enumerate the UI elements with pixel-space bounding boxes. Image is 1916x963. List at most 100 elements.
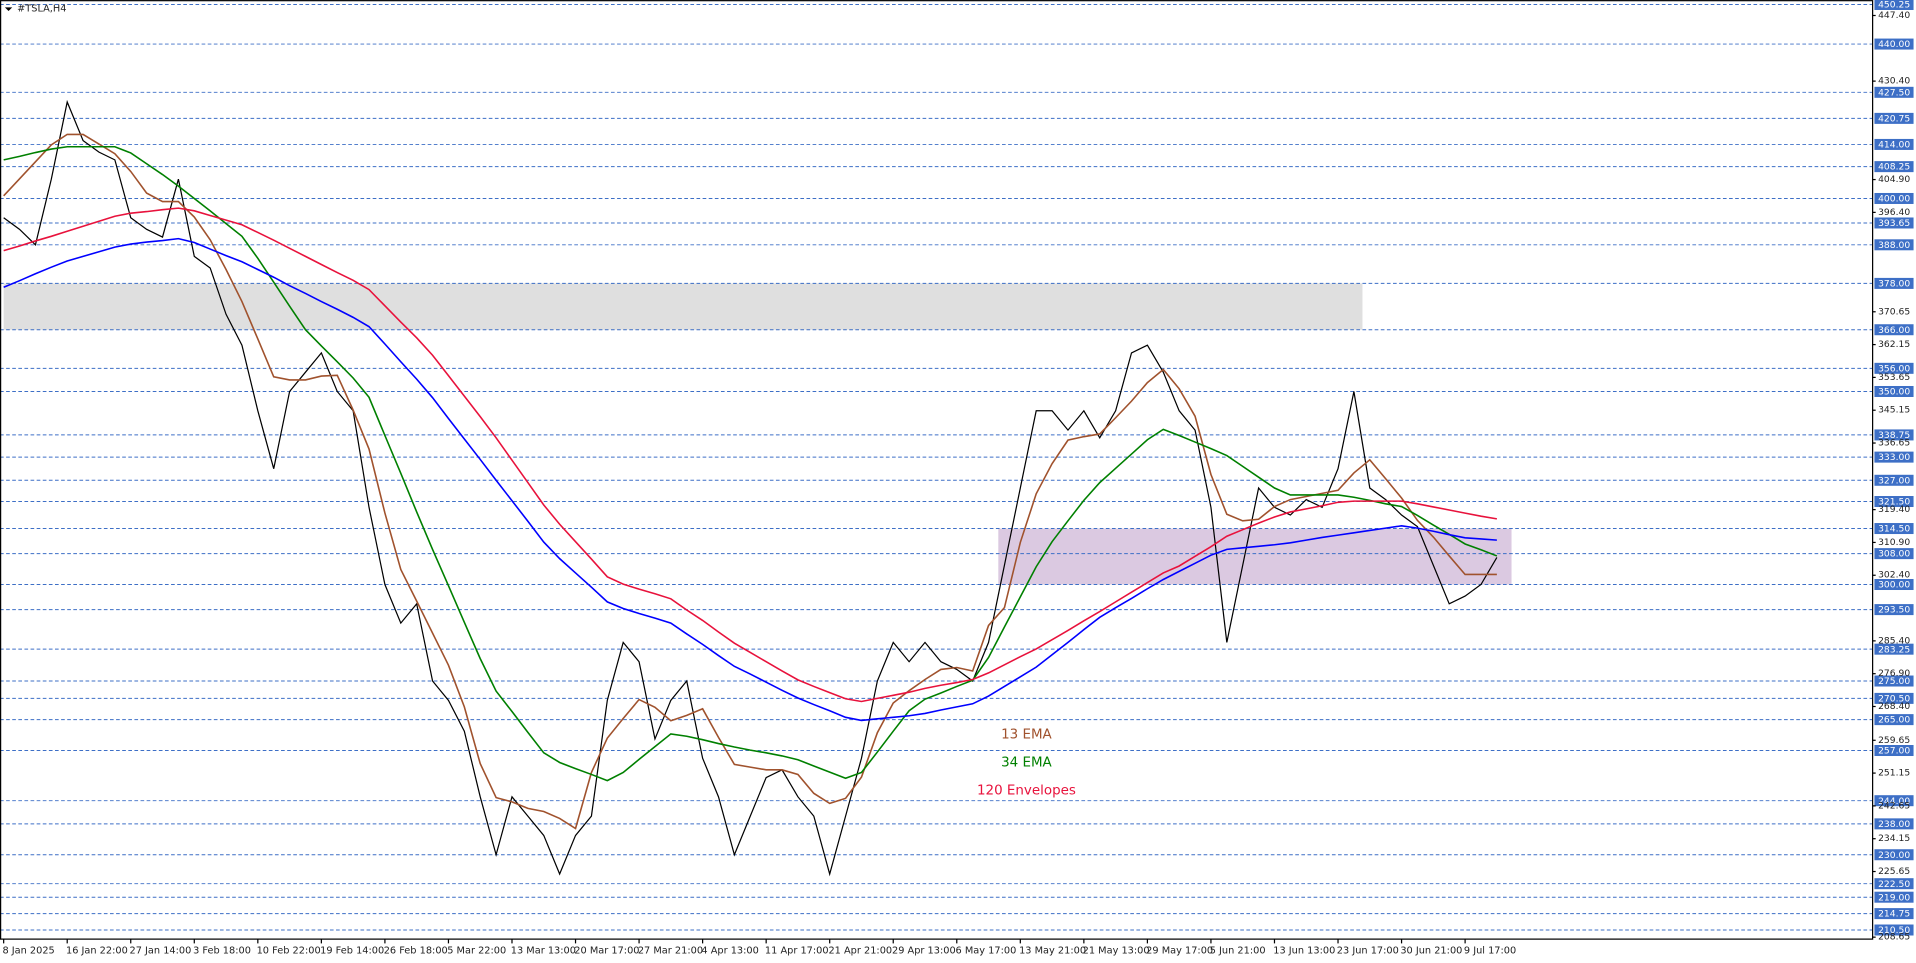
x-tick-label: 8 Jan 2025 (2, 946, 54, 957)
x-tick-label: 21 Apr 21:00 (828, 946, 892, 957)
plot-frame (0, 0, 1874, 940)
level-label: 378.00 (1878, 279, 1910, 290)
y-tick-label: 208.65 (1878, 932, 1910, 943)
x-tick-label: 21 May 13:00 (1083, 946, 1150, 957)
series (3, 99, 1498, 877)
y-tick-label: 370.65 (1878, 306, 1910, 317)
indicator-line (3, 145, 1498, 782)
x-tick-label: 27 Mar 21:00 (638, 946, 703, 957)
y-tick-label: 242.65 (1878, 800, 1910, 811)
level-label: 238.00 (1878, 819, 1910, 830)
y-tick-label: 251.15 (1878, 768, 1910, 779)
level-label-box (1874, 385, 1914, 397)
level-label: 338.75 (1878, 430, 1910, 441)
level-label: 230.00 (1878, 850, 1910, 861)
level-label: 450.25 (1878, 0, 1910, 11)
level-label: 350.00 (1878, 387, 1910, 398)
x-tick-label: 4 Apr 13:00 (701, 946, 758, 957)
level-label-box (1874, 745, 1914, 757)
level-label-box (1874, 86, 1914, 98)
y-tick-label: 396.40 (1878, 207, 1910, 218)
level-label: 308.00 (1878, 549, 1910, 560)
legend-label: 120 Envelopes (977, 784, 1076, 799)
x-tick-label: 26 Feb 18:00 (384, 946, 448, 957)
level-label: 366.00 (1878, 325, 1910, 336)
x-tick-label: 6 May 17:00 (956, 946, 1017, 957)
level-label-box (1874, 675, 1914, 687)
zone (998, 528, 1512, 585)
zone (3, 283, 1363, 330)
x-tick-label: 29 Apr 13:00 (892, 946, 956, 957)
y-tick-label: 310.90 (1878, 537, 1910, 548)
x-tick-label: 29 May 17:00 (1146, 946, 1213, 957)
level-label-box (1874, 643, 1914, 655)
y-tick-label: 430.40 (1878, 76, 1910, 87)
level-label: 214.75 (1878, 909, 1910, 920)
level-label: 321.50 (1878, 497, 1910, 508)
y-tick-label: 336.65 (1878, 438, 1910, 449)
level-label-box (1874, 324, 1914, 336)
level-label-box (1874, 217, 1914, 229)
x-tick-label: 13 Jun 13:00 (1273, 946, 1335, 957)
level-label-box (1874, 38, 1914, 50)
level-label: 219.00 (1878, 892, 1910, 903)
y-tick-label: 447.40 (1878, 10, 1910, 21)
x-tick-label: 19 Feb 14:00 (320, 946, 384, 957)
level-label: 275.00 (1878, 676, 1910, 687)
y-tick-label: 285.40 (1878, 635, 1910, 646)
chart-title: #TSLA,H4 (17, 4, 66, 15)
level-label: 222.50 (1878, 879, 1910, 890)
level-label: 408.25 (1878, 162, 1910, 173)
level-label: 314.50 (1878, 524, 1910, 535)
x-tick-label: 9 Jul 17:00 (1464, 946, 1516, 957)
x-tick-label: 13 May 21:00 (1019, 946, 1086, 957)
x-tick-label: 23 Jun 17:00 (1337, 946, 1399, 957)
y-tick-label: 302.40 (1878, 570, 1910, 581)
level-label: 210.50 (1878, 925, 1910, 936)
level-label-box (1874, 604, 1914, 616)
level-label-box (1874, 714, 1914, 726)
y-tick-label: 362.15 (1878, 339, 1910, 350)
level-label: 265.00 (1878, 715, 1910, 726)
x-tick-label: 30 Jun 21:00 (1400, 946, 1462, 957)
level-label: 388.00 (1878, 240, 1910, 251)
x-tick-label: 11 Apr 17:00 (765, 946, 829, 957)
x-tick-label: 27 Jan 14:00 (130, 946, 192, 957)
legend-label: 13 EMA (1001, 727, 1052, 742)
level-label-box (1874, 818, 1914, 830)
y-tick-label: 319.40 (1878, 504, 1910, 515)
level-label: 393.65 (1878, 218, 1910, 229)
level-label-box (1874, 239, 1914, 251)
level-label: 300.00 (1878, 580, 1910, 591)
x-tick-label: 10 Feb 22:00 (257, 946, 321, 957)
grid (0, 4, 1873, 931)
y-tick-label: 259.65 (1878, 735, 1910, 746)
level-label: 333.00 (1878, 452, 1910, 463)
price-line (3, 99, 1498, 877)
y-tick-label: 353.65 (1878, 372, 1910, 383)
level-label: 414.00 (1878, 140, 1910, 151)
y-tick-label: 225.65 (1878, 866, 1910, 877)
level-label-box (1874, 138, 1914, 150)
level-label-box (1874, 878, 1914, 890)
level-label-box (1874, 908, 1914, 920)
level-label-box (1874, 523, 1914, 535)
level-label-box (1874, 849, 1914, 861)
y-tick-label: 345.15 (1878, 405, 1910, 416)
x-tick-label: 3 Feb 18:00 (193, 946, 251, 957)
level-label: 400.00 (1878, 194, 1910, 205)
level-label: 293.50 (1878, 605, 1910, 616)
level-label-box (1874, 692, 1914, 704)
level-label-box (1874, 362, 1914, 374)
x-tick-label: 5 Mar 22:00 (447, 946, 506, 957)
y-tick-label: 276.90 (1878, 668, 1910, 679)
y-tick-label: 268.40 (1878, 701, 1910, 712)
level-label-box (1874, 924, 1914, 936)
level-label: 283.25 (1878, 644, 1910, 655)
x-tick-label: 5 Jun 21:00 (1210, 946, 1266, 957)
menu-arrow[interactable] (4, 7, 13, 12)
level-label-box (1874, 474, 1914, 486)
